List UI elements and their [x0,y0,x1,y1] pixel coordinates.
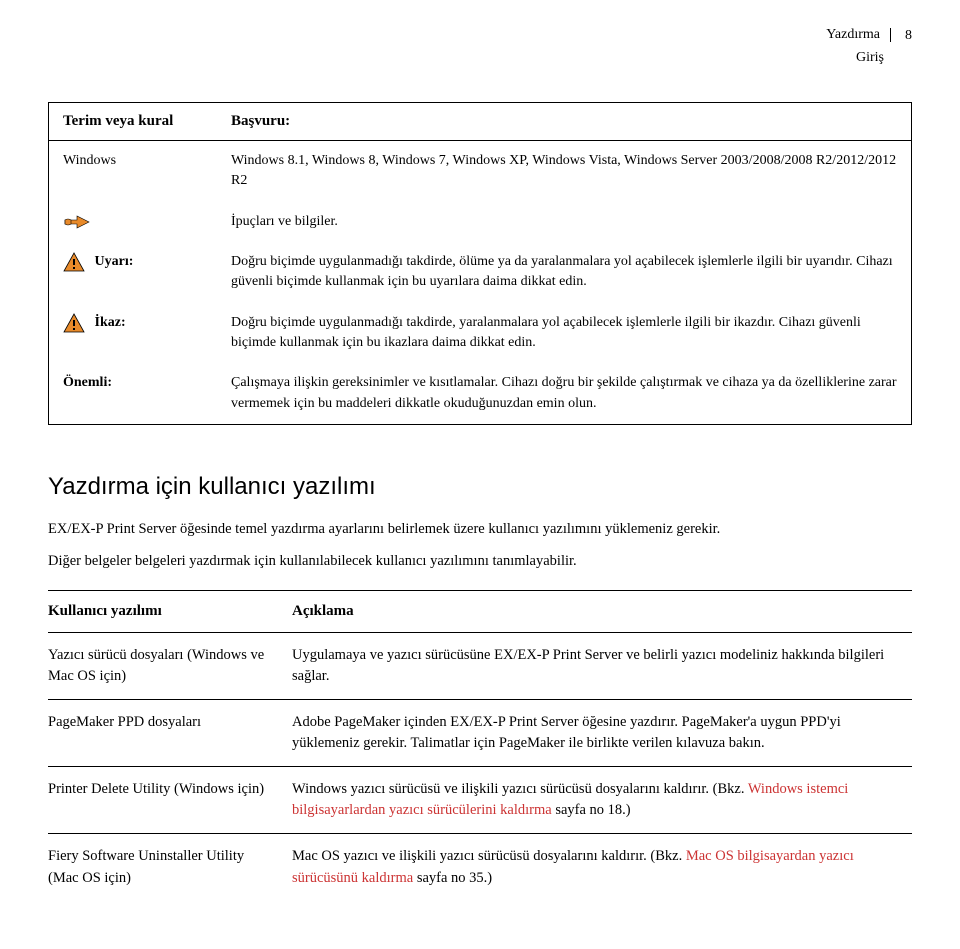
table-row: Fiery Software Uninstaller Utility (Mac … [48,834,912,901]
table-row: Uyarı: Doğru biçimde uygulanmadığı takdi… [49,242,912,303]
software-header-right: Açıklama [292,591,912,633]
software-header-left: Kullanıcı yazılımı [48,591,292,633]
software-r3-post: sayfa no 18.) [552,802,631,818]
table-header-row: Terim veya kural Başvuru: [49,103,912,141]
terms-table: Terim veya kural Başvuru: Windows Window… [48,102,912,425]
term-windows-label: Windows [49,141,218,202]
term-ikaz-label: İkaz: [95,315,126,330]
software-r4-left: Fiery Software Uninstaller Utility (Mac … [48,834,292,901]
software-r3-pre: Windows yazıcı sürücüsü ve ilişkili yazı… [292,781,748,797]
software-r3-left: Printer Delete Utility (Windows için) [48,767,292,834]
terms-header-right: Başvuru: [217,103,912,141]
table-row: İkaz: Doğru biçimde uygulanmadığı takdir… [49,303,912,364]
section-p1: EX/EX-P Print Server öğesinde temel yazd… [48,519,912,541]
software-r4-post: sayfa no 35.) [413,870,492,886]
term-uyari-label: Uyarı: [95,254,134,269]
term-hand-desc: İpuçları ve bilgiler. [217,202,912,243]
page: Yazdırma 8 Giriş Terim veya kural Başvur… [0,0,960,949]
term-onemli-label: Önemli: [49,363,218,424]
software-r4-pre: Mac OS yazıcı ve ilişkili yazıcı sürücüs… [292,848,686,864]
term-uyari-desc: Doğru biçimde uygulanmadığı takdirde, öl… [217,242,912,303]
table-header-row: Kullanıcı yazılımı Açıklama [48,591,912,633]
software-r2-left: PageMaker PPD dosyaları [48,700,292,767]
software-r1-right: Uygulamaya ve yazıcı sürücüsüne EX/EX-P … [292,633,912,700]
term-hand-cell [49,202,218,243]
section-p2: Diğer belgeler belgeleri yazdırmak için … [48,551,912,573]
software-r2-right: Adobe PageMaker içinden EX/EX-P Print Se… [292,700,912,767]
table-row: Yazıcı sürücü dosyaları (Windows ve Mac … [48,633,912,700]
table-row: Windows Windows 8.1, Windows 8, Windows … [49,141,912,202]
page-header: Yazdırma 8 Giriş [48,28,912,66]
software-table: Kullanıcı yazılımı Açıklama Yazıcı sürüc… [48,590,912,900]
header-title: Yazdırma [826,28,891,42]
table-row: Printer Delete Utility (Windows için) Wi… [48,767,912,834]
term-onemli-desc: Çalışmaya ilişkin gereksinimler ve kısıt… [217,363,912,424]
table-row: İpuçları ve bilgiler. [49,202,912,243]
section-title: Yazdırma için kullanıcı yazılımı [48,473,912,501]
term-windows-desc: Windows 8.1, Windows 8, Windows 7, Windo… [217,141,912,202]
table-row: Önemli: Çalışmaya ilişkin gereksinimler … [49,363,912,424]
pointing-hand-icon [63,214,91,229]
caution-triangle-icon [63,315,89,330]
table-row: PageMaker PPD dosyaları Adobe PageMaker … [48,700,912,767]
header-subtitle: Giriş [48,50,912,66]
term-uyari-cell: Uyarı: [49,242,218,303]
warning-triangle-icon [63,254,89,269]
term-ikaz-desc: Doğru biçimde uygulanmadığı takdirde, ya… [217,303,912,364]
software-r4-right: Mac OS yazıcı ve ilişkili yazıcı sürücüs… [292,834,912,901]
software-r3-right: Windows yazıcı sürücüsü ve ilişkili yazı… [292,767,912,834]
page-number: 8 [895,28,912,44]
software-r1-left: Yazıcı sürücü dosyaları (Windows ve Mac … [48,633,292,700]
terms-header-left: Terim veya kural [49,103,218,141]
term-ikaz-cell: İkaz: [49,303,218,364]
